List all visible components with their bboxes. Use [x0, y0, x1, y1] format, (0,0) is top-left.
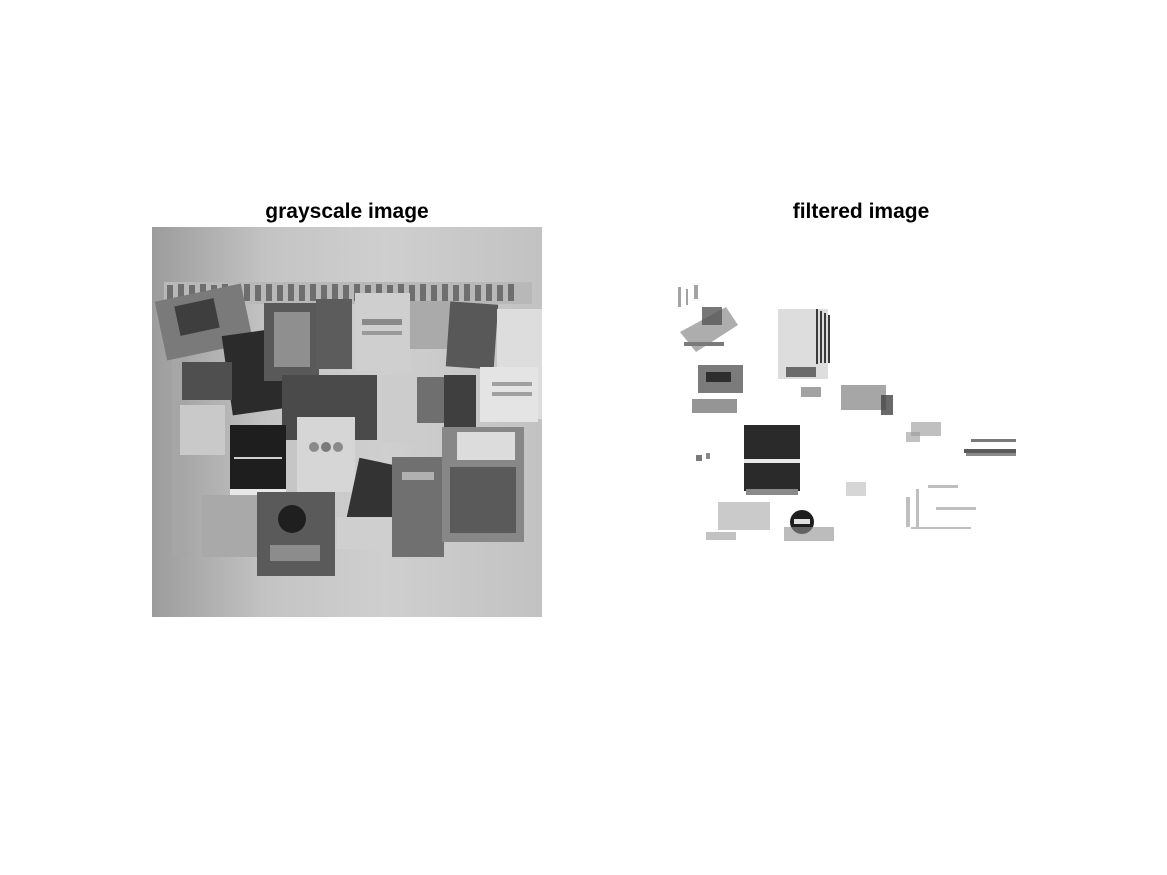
bulletin-board-photo-icon	[154, 282, 542, 576]
filtered-image	[666, 227, 1056, 617]
right-panel-title: filtered image	[792, 200, 930, 223]
grayscale-image	[152, 227, 542, 617]
left-panel-title: grayscale image	[265, 200, 429, 223]
filtered-photo-icon	[678, 285, 1021, 541]
